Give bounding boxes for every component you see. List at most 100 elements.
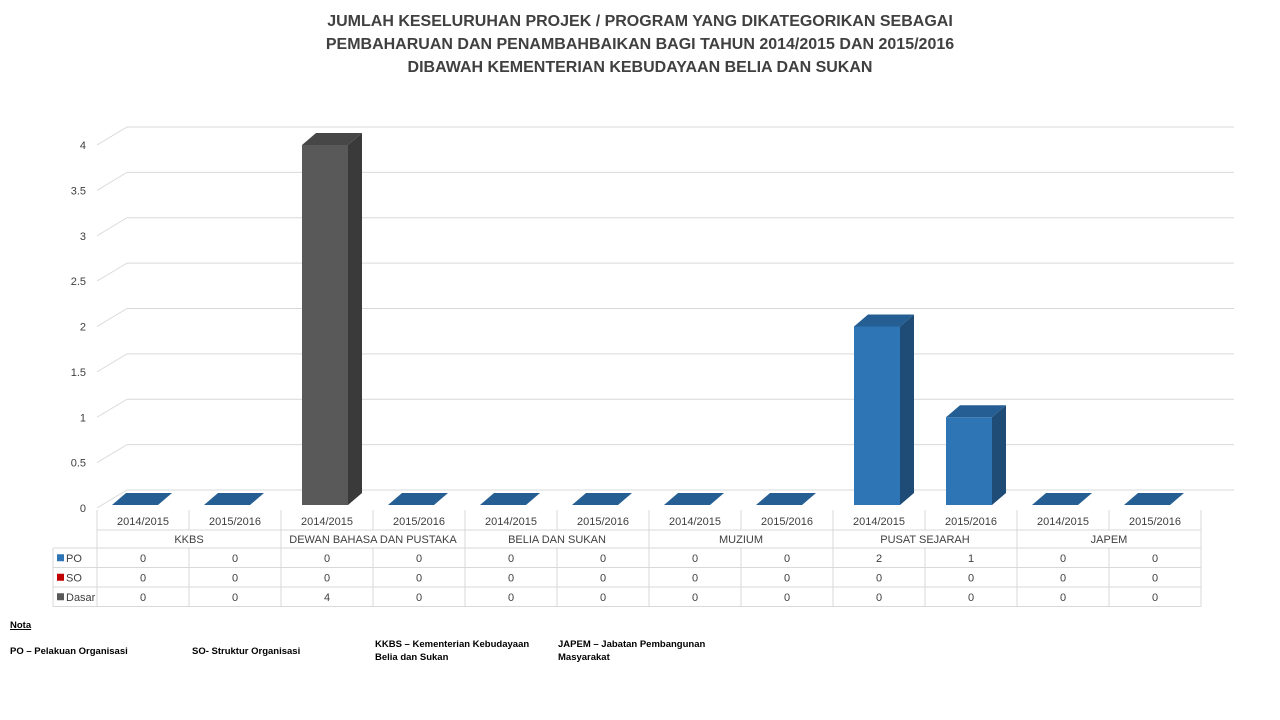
gridline-diagonal	[96, 308, 128, 327]
data-label: 0	[968, 572, 974, 584]
data-label: 0	[508, 592, 514, 604]
data-label: 0	[416, 553, 422, 565]
bar-zero-cap	[664, 493, 724, 505]
data-label: 0	[508, 572, 514, 584]
data-label: 0	[324, 553, 330, 565]
bar-zero-cap	[756, 493, 816, 505]
data-label: 0	[140, 572, 146, 584]
data-label: 0	[784, 592, 790, 604]
bar-top	[302, 133, 362, 145]
bar-zero-cap	[112, 493, 172, 505]
data-label: 0	[416, 572, 422, 584]
x-tick-label: 2014/2015	[485, 516, 537, 528]
y-tick-label: 2.5	[71, 276, 86, 288]
gridline-diagonal	[96, 489, 128, 509]
gridline-diagonal	[96, 444, 128, 464]
data-label: 0	[692, 572, 698, 584]
bar-zero-cap	[1032, 493, 1092, 505]
x-group-label: JAPEM	[1091, 534, 1128, 546]
x-tick-label: 2014/2015	[1037, 516, 1089, 528]
data-label: 0	[508, 553, 514, 565]
y-tick-label: 1	[80, 412, 86, 424]
bar-front	[302, 145, 348, 505]
bar-zero-cap	[480, 493, 540, 505]
y-tick-label: 2	[80, 322, 86, 334]
bar-side	[992, 405, 1006, 505]
x-tick-label: 2015/2016	[577, 516, 629, 528]
x-tick-label: 2014/2015	[117, 516, 169, 528]
chart-title: JUMLAH KESELURUHAN PROJEK / PROGRAM YANG…	[0, 10, 1280, 79]
y-tick-label: 0.5	[71, 458, 86, 470]
gridline-diagonal	[96, 353, 128, 373]
data-label: 0	[692, 553, 698, 565]
bar-dasar	[302, 133, 362, 505]
x-group-label: BELIA DAN SUKAN	[508, 534, 606, 546]
legend-key-dasar	[57, 593, 64, 601]
x-tick-label: 2015/2016	[761, 516, 813, 528]
bar-front	[946, 417, 992, 505]
x-tick-label: 2014/2015	[669, 516, 721, 528]
chart-title-line-2: PEMBAHARUAN DAN PENAMBAHBAIKAN BAGI TAHU…	[325, 36, 955, 53]
bar-side	[900, 314, 914, 505]
bar-zero-cap	[388, 493, 448, 505]
legend-label: PO	[66, 553, 82, 565]
x-tick-label: 2015/2016	[945, 516, 997, 528]
y-tick-label: 1.5	[71, 367, 86, 379]
data-label: 0	[1152, 572, 1158, 584]
gridline-diagonal	[96, 262, 128, 282]
bar-side	[348, 133, 362, 505]
data-label: 2	[876, 553, 882, 565]
gridline-diagonal	[96, 171, 128, 191]
data-label: 0	[600, 592, 606, 604]
x-tick-label: 2014/2015	[301, 516, 353, 528]
gridline-diagonal	[96, 398, 128, 418]
data-label: 1	[968, 553, 974, 565]
data-label: 0	[140, 553, 146, 565]
legend-key-po	[57, 554, 64, 562]
x-group-label: KKBS	[174, 534, 203, 546]
data-label: 0	[1060, 572, 1066, 584]
data-label: 0	[784, 553, 790, 565]
data-label: 0	[876, 592, 882, 604]
data-label: 0	[968, 592, 974, 604]
bar-front	[854, 326, 900, 505]
data-label: 0	[140, 592, 146, 604]
data-label: 0	[1060, 592, 1066, 604]
y-tick-label: 4	[80, 140, 86, 152]
bar-zero-cap	[572, 493, 632, 505]
x-tick-label: 2014/2015	[853, 516, 905, 528]
data-label: 0	[232, 592, 238, 604]
gridline-diagonal	[96, 126, 128, 146]
data-label: 0	[692, 592, 698, 604]
chart-title-line-1: JUMLAH KESELURUHAN PROJEK / PROGRAM YANG…	[327, 13, 953, 30]
data-label: 0	[232, 572, 238, 584]
x-group-label: PUSAT SEJARAH	[880, 534, 970, 546]
data-label: 0	[1152, 553, 1158, 565]
data-label: 0	[1152, 592, 1158, 604]
bar-zero-cap	[1124, 493, 1184, 505]
x-tick-label: 2015/2016	[393, 516, 445, 528]
data-label: 0	[876, 572, 882, 584]
data-label: 0	[600, 572, 606, 584]
bar-top	[946, 405, 1006, 418]
data-label: 0	[784, 572, 790, 584]
bar-po	[946, 405, 1006, 505]
data-label: 0	[1060, 553, 1066, 565]
gridline-diagonal	[96, 217, 128, 237]
x-group-label: MUZIUM	[719, 534, 763, 546]
y-tick-label: 3.5	[71, 185, 86, 197]
y-tick-label: 0	[80, 503, 86, 515]
legend-label: SO	[66, 572, 82, 584]
data-label: 0	[232, 553, 238, 565]
legend-key-so	[57, 573, 64, 581]
data-label: 4	[324, 592, 330, 604]
data-label: 0	[324, 572, 330, 584]
x-group-label: DEWAN BAHASA DAN PUSTAKA	[289, 534, 457, 546]
bar-po	[854, 314, 914, 505]
bar-top	[854, 314, 914, 327]
x-tick-label: 2015/2016	[209, 516, 261, 528]
y-tick-label: 3	[80, 231, 86, 243]
data-label: 0	[416, 592, 422, 604]
legend-label: Dasar	[66, 592, 96, 604]
